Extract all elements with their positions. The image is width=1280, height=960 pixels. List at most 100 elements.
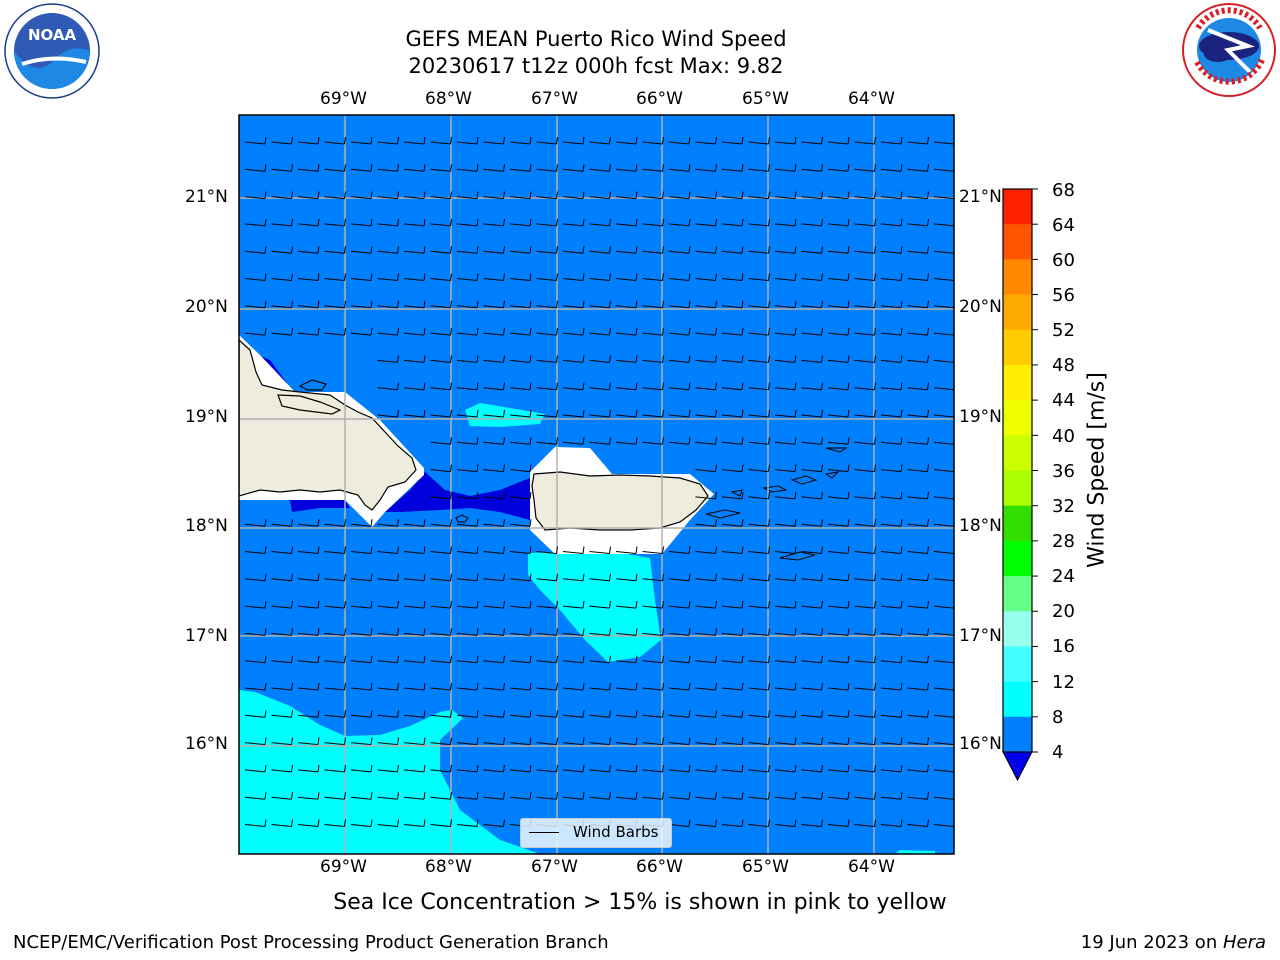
wind-barb: [324, 655, 346, 664]
wind-barb: [297, 136, 320, 145]
wind-barb: [827, 682, 850, 691]
wind-barb: [536, 273, 558, 281]
wind-barb: [721, 737, 744, 746]
wind-barb: [880, 628, 903, 636]
wind-barb: [589, 573, 611, 582]
colorbar-tick-44: 44: [1052, 390, 1075, 411]
wind-barb: [430, 246, 452, 254]
wind-barb: [854, 491, 876, 500]
wind-barb: [271, 546, 293, 554]
wind-barb: [695, 710, 717, 718]
wind-barb: [456, 764, 479, 773]
wind-barb: [880, 382, 903, 391]
wind-barb: [403, 300, 426, 309]
wind-barb: [907, 655, 929, 664]
wind-barb: [483, 328, 505, 336]
wind-barb: [801, 519, 823, 527]
wind-barb: [403, 682, 426, 691]
lat-label-right-18n: 18°N: [959, 516, 1002, 536]
wind-barb: [324, 792, 346, 800]
wind-barb: [562, 246, 585, 254]
wind-barb: [748, 519, 770, 527]
wind-barb: [880, 682, 903, 691]
wind-barb: [562, 764, 585, 773]
wind-barb: [536, 628, 558, 636]
lat-label-left-21n: 21°N: [185, 187, 228, 207]
colorbar-tick-28: 28: [1052, 531, 1075, 552]
colorbar-tick-24: 24: [1052, 566, 1075, 587]
wind-barb: [297, 737, 320, 746]
wind-barb: [748, 601, 770, 609]
wind-barb: [271, 328, 293, 336]
wind-barb: [721, 764, 744, 773]
wind-barb: [880, 300, 903, 309]
wind-barb: [854, 764, 876, 773]
colorbar-segment: [1003, 435, 1032, 471]
wind-barb: [907, 491, 929, 500]
wind-barb: [801, 682, 823, 691]
wind-barb: [350, 246, 373, 254]
wind-barb: [377, 246, 399, 254]
wind-barb: [695, 382, 717, 391]
map-frame: [238, 114, 955, 855]
wind-barb: [774, 546, 797, 554]
wind-barb: [430, 682, 452, 691]
colorbar-segment: [1003, 540, 1032, 577]
wind-barb: [456, 273, 479, 281]
wind-barb: [854, 437, 876, 445]
wind-barb: [721, 355, 744, 363]
colorbar-tick-68: 68: [1052, 180, 1075, 201]
wind-barb: [801, 819, 823, 827]
wind-barb: [377, 218, 399, 227]
wind-barb: [721, 437, 744, 445]
wind-barb: [403, 710, 426, 718]
sea-ice-footnote: Sea Ice Concentration > 15% is shown in …: [333, 890, 947, 915]
wind-barb: [695, 218, 717, 227]
wind-barb: [615, 601, 638, 609]
wind-barb: [589, 764, 611, 773]
wind-barb: [483, 382, 505, 391]
wind-barb: [403, 601, 426, 609]
wind-barb: [483, 191, 505, 200]
wind-barb: [615, 218, 638, 227]
wind-barb: [827, 601, 850, 609]
wind-barb: [615, 628, 638, 636]
wind-barb: [827, 246, 850, 254]
wind-barb: [615, 655, 638, 664]
wind-barb: [642, 573, 664, 582]
lat-label-left-16n: 16°N: [185, 734, 228, 754]
wind-barb: [880, 655, 903, 664]
wind-barb: [430, 382, 452, 391]
wind-barb: [827, 191, 850, 200]
wind-barb: [774, 764, 797, 773]
wind-barb: [748, 819, 770, 827]
wind-barb: [403, 737, 426, 746]
wind-barb: [377, 164, 399, 172]
wind-barb: [827, 409, 850, 418]
wind-barb: [933, 140, 954, 145]
wind-barb: [615, 191, 638, 200]
wind-barb: [536, 382, 558, 391]
wind-barb: [615, 737, 638, 746]
land-hispaniola-north-coast: [277, 394, 342, 415]
wind-barb: [403, 573, 426, 582]
wind-barb: [562, 655, 585, 664]
wind-barb: [827, 382, 850, 391]
wind-barb: [589, 136, 611, 145]
wind-barb: [244, 710, 267, 718]
wind-barb: [456, 519, 479, 527]
wind-barb: [933, 358, 954, 363]
wind-barb: [695, 437, 717, 445]
wind-barb: [430, 437, 452, 445]
wind-barb: [403, 191, 426, 200]
wind-barb: [933, 195, 954, 200]
wind-barb: [854, 164, 876, 172]
wind-barb: [907, 246, 929, 254]
wind-barb: [244, 218, 267, 227]
wind-barb: [403, 409, 426, 418]
wind-barb: [721, 682, 744, 691]
colorbar-segment: [1003, 611, 1032, 647]
wind-barb: [854, 710, 876, 718]
wind-barb: [244, 328, 267, 336]
wind-barb: [933, 659, 954, 664]
